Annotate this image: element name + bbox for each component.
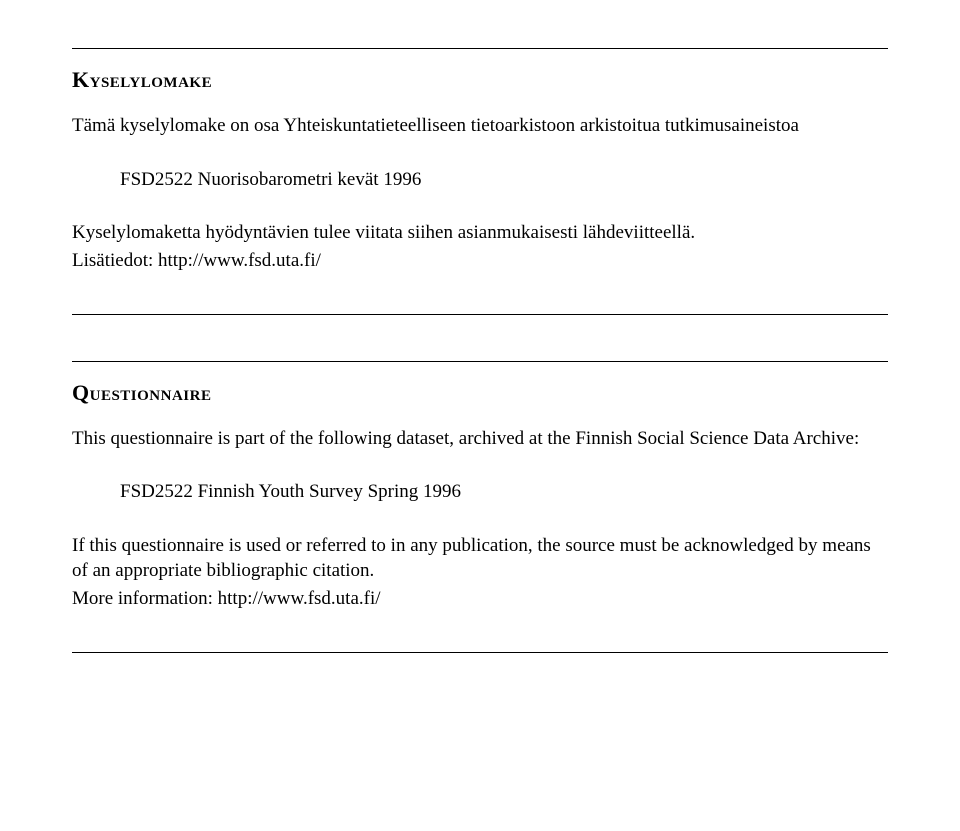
document-page: Kyselylomake Tämä kyselylomake on osa Yh… xyxy=(0,0,960,831)
usage-note-english: If this questionnaire is used or referre… xyxy=(72,533,888,584)
section-english: Questionnaire This questionnaire is part… xyxy=(72,362,888,652)
more-info-finnish: Lisätiedot: http://www.fsd.uta.fi/ xyxy=(72,248,888,274)
intro-english: This questionnaire is part of the follow… xyxy=(72,426,888,452)
bottom-rule xyxy=(72,652,888,653)
section-finnish: Kyselylomake Tämä kyselylomake on osa Yh… xyxy=(72,49,888,314)
usage-note-finnish: Kyselylomaketta hyödyntävien tulee viita… xyxy=(72,220,888,246)
heading-finnish: Kyselylomake xyxy=(72,67,888,93)
dataset-ref-english: FSD2522 Finnish Youth Survey Spring 1996 xyxy=(120,479,888,505)
intro-finnish: Tämä kyselylomake on osa Yhteiskuntatiet… xyxy=(72,113,888,139)
section-spacer xyxy=(72,315,888,361)
more-info-english: More information: http://www.fsd.uta.fi/ xyxy=(72,586,888,612)
heading-english: Questionnaire xyxy=(72,380,888,406)
dataset-ref-finnish: FSD2522 Nuorisobarometri kevät 1996 xyxy=(120,167,888,193)
